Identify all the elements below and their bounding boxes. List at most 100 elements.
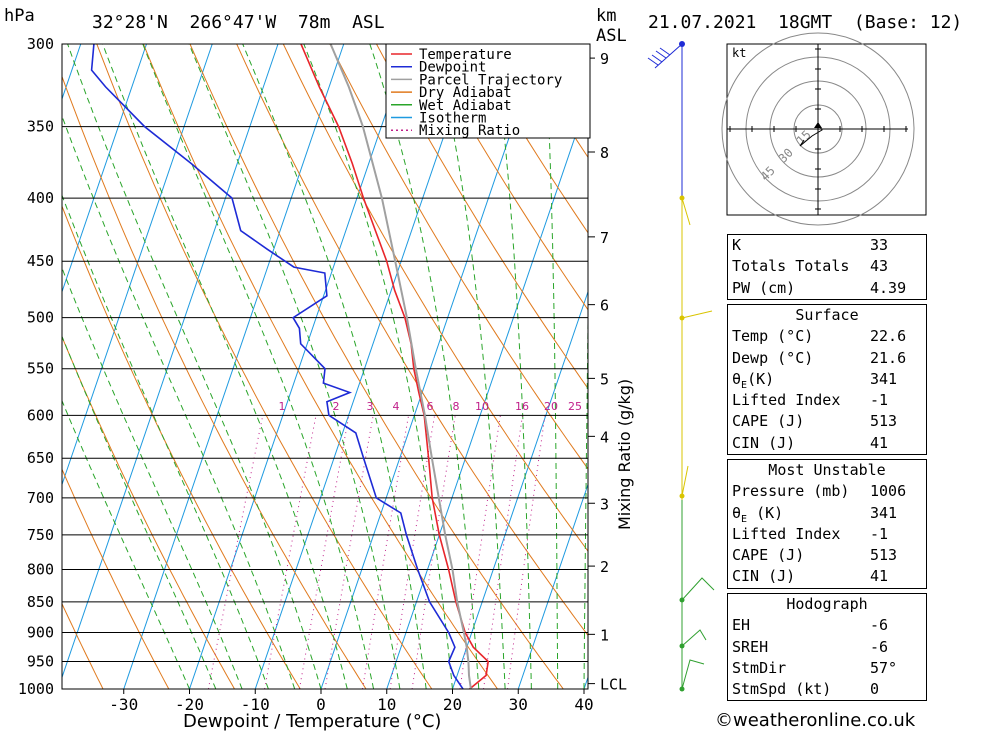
height-tick-label: 4 (600, 428, 609, 446)
mixing-ratio-label: 16 (515, 400, 529, 413)
pressure-tick-label: 550 (27, 360, 54, 378)
pressure-tick-label: 700 (27, 489, 54, 507)
hodograph-title: Hodograph (786, 595, 868, 613)
pressure-tick-label: 800 (27, 560, 54, 578)
x-tick-label: 30 (509, 695, 528, 714)
indices-table: K 33 Totals Totals 43 PW (cm) 4.39 (727, 234, 927, 300)
legend-entry: Dewpoint (419, 60, 486, 76)
mixing-ratio-label: 25 (568, 400, 582, 413)
pressure-tick-label: 950 (27, 653, 54, 671)
wet-adiabat-line (188, 44, 401, 689)
height-tick-label: 1 (600, 626, 609, 644)
legend-entry: Dry Adiabat (419, 85, 512, 101)
pressure-tick-label: 750 (27, 526, 54, 544)
legend-entry: Mixing Ratio (419, 123, 520, 139)
pressure-tick-label: 300 (27, 35, 54, 53)
x-axis-label: Dewpoint / Temperature (°C) (183, 711, 441, 732)
isotherm-line (0, 44, 15, 689)
mixing-ratio-line (507, 415, 546, 689)
dry-adiabat-line (62, 602, 104, 689)
isotherm-line (254, 44, 476, 689)
series-line-dewpoint (90, 44, 464, 689)
wind-profile (647, 41, 715, 692)
pressure-tick-label: 650 (27, 449, 54, 467)
mixing-ratio-label: 4 (393, 400, 400, 413)
wet-adiabat-lines (62, 44, 588, 689)
mixing-ratio-label: 6 (427, 400, 434, 413)
mixing-ratio-labels: 1 2 3 4 6 8 10 16 20 25 (279, 400, 583, 413)
dry-adiabat-line (282, 44, 588, 553)
wet-adiabat-line (142, 44, 375, 689)
date-title: 21.07.2021 18GMT (Base: 12) (648, 12, 963, 33)
x-tick-label: -20 (175, 695, 204, 714)
isotherm-line (386, 97, 588, 689)
pressure-tick-labels: 300 350 400 450 500 550 600 650 700 750 800 850 900 9… (18, 35, 54, 698)
mixing-ratio-label: 3 (367, 400, 374, 413)
height-unit-asl: ASL (596, 26, 627, 46)
hodograph-table: Hodograph EH -6 SREH -6 StmDir 57° StmSpd (… (727, 593, 927, 702)
series-line-temperature (300, 44, 490, 689)
dry-adiabat-line (376, 44, 588, 390)
pressure-tick-label: 500 (27, 309, 54, 327)
height-km-ticks: 9 8 7 6 5 4 3 2 1 LCL (588, 50, 627, 694)
legend-entry: Parcel Trajectory (419, 72, 562, 88)
pressure-tick-label: 450 (27, 252, 54, 270)
mixing-ratio-line (324, 415, 374, 689)
x-tick-label: 40 (574, 695, 593, 714)
dry-adiabat-line (469, 44, 588, 234)
x-tick-label: 0 (316, 695, 326, 714)
x-tick-label: -10 (241, 695, 270, 714)
series-line-parcel-trajectory (329, 44, 472, 689)
mixing-ratio-line (264, 415, 317, 689)
pressure-tick-label: 900 (27, 624, 54, 642)
height-tick-label: 7 (600, 229, 609, 247)
isotherm-line (320, 44, 542, 689)
pressure-tick-label: 850 (27, 593, 54, 611)
wet-adiabat-line (583, 272, 588, 689)
height-tick-label: 8 (600, 144, 609, 162)
index-row-k: K 33 (732, 236, 889, 254)
x-tick-label: -30 (109, 695, 138, 714)
surface-title: Surface (795, 306, 859, 324)
dry-adiabat-line (936, 44, 1000, 689)
x-tick-label: 20 (443, 695, 462, 714)
location-title: 32°28'N 266°47'W 78m ASL (92, 12, 385, 33)
temperature-tick-labels: -30 -20 -10 0 10 20 30 40 (109, 689, 594, 714)
pressure-tick-label: 1000 (18, 680, 54, 698)
legend-entry: Temperature (419, 47, 512, 63)
x-tick-label: 10 (377, 695, 396, 714)
dry-adiabat-line (329, 44, 588, 470)
isotherm-line (123, 44, 345, 689)
isotherm-line (517, 482, 588, 689)
height-tick-label: 3 (600, 495, 609, 513)
mixing-ratio-label: 20 (544, 400, 558, 413)
mixing-ratio-line (207, 415, 264, 689)
height-tick-label: LCL (600, 676, 627, 694)
most-unstable-table: Most Unstable Pressure (mb) 1006 θE (K) 34… (727, 459, 927, 589)
wet-adiabat-line (62, 114, 296, 689)
wet-adiabat-line (493, 44, 532, 689)
height-tick-label: 9 (600, 50, 609, 68)
legend-entry: Isotherm (419, 111, 486, 127)
most-unstable-title: Most Unstable (768, 461, 886, 479)
hodograph-unit: kt (732, 46, 746, 60)
mixing-ratio-label: 10 (475, 400, 489, 413)
mixing-ratio-axis-label: Mixing Ratio (g/kg) (615, 379, 634, 530)
dry-adiabat-line (96, 44, 433, 689)
height-tick-label: 2 (600, 558, 609, 576)
footer-credit: ©weatheronline.co.uk (715, 710, 916, 731)
isotherm-line (189, 44, 410, 689)
mixing-ratio-line (298, 415, 350, 689)
mixing-ratio-label: 8 (453, 400, 460, 413)
legend-entry: Wet Adiabat (419, 98, 512, 114)
height-tick-label: 5 (600, 370, 609, 388)
plot-frame (61, 43, 589, 690)
index-row-tt: Totals Totals 43 (732, 257, 889, 276)
mixing-ratio-line (389, 415, 436, 689)
dry-adiabat-line (62, 468, 170, 689)
dry-adiabat-line (983, 44, 1000, 689)
surface-table: Surface Temp (°C) 22.6 Dewp (°C) 21.6 θE(K… (727, 304, 927, 456)
mixing-ratio-line (362, 415, 410, 689)
